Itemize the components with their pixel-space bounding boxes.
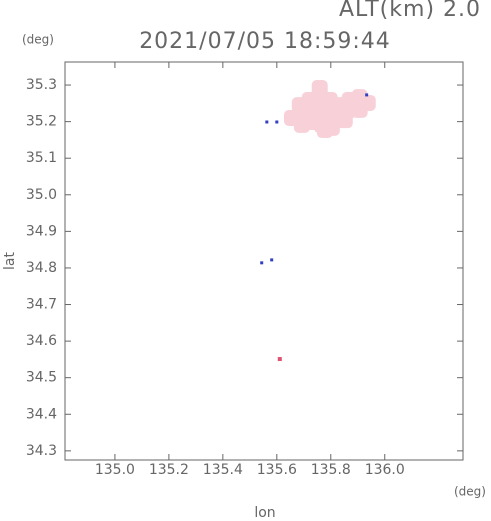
y-tick-label: 34.9	[26, 223, 57, 239]
y-tick-label: 35.1	[26, 150, 57, 166]
data-point	[277, 357, 282, 362]
data-point	[316, 122, 333, 139]
y-tick-label: 34.5	[26, 370, 57, 386]
x-tick-label: 135.8	[311, 462, 351, 478]
y-tick-label: 34.3	[26, 443, 57, 459]
data-point	[336, 112, 353, 129]
y-unit: (deg)	[22, 33, 54, 47]
data-point	[293, 116, 310, 133]
y-axis-label: lat	[2, 252, 18, 270]
x-unit: (deg)	[454, 485, 486, 499]
data-point	[365, 93, 369, 97]
y-tick-label: 35.3	[26, 77, 57, 93]
x-tick-label: 135.6	[257, 462, 297, 478]
y-tick-label: 34.6	[26, 333, 57, 349]
data-point	[311, 79, 328, 96]
chart-title: 2021/07/05 18:59:44	[139, 29, 391, 54]
y-tick-label: 34.4	[26, 406, 57, 422]
x-tick-label: 136.0	[365, 462, 405, 478]
y-tick-label: 35.0	[26, 187, 57, 203]
y-tick-label: 35.2	[26, 114, 57, 130]
x-tick-label: 135.2	[149, 462, 189, 478]
x-tick-label: 135.0	[95, 462, 135, 478]
x-axis-label: lon	[254, 505, 275, 521]
plot-frame	[64, 61, 464, 461]
data-point	[351, 101, 368, 118]
chart-subtitle: ALT(km) 2.0	[339, 0, 481, 22]
data-point	[270, 258, 274, 262]
y-tick-label: 34.8	[26, 260, 57, 276]
data-point	[265, 120, 269, 124]
data-point	[260, 261, 264, 265]
x-tick-label: 135.4	[203, 462, 243, 478]
data-point	[275, 120, 279, 124]
y-tick-label: 34.7	[26, 297, 57, 313]
